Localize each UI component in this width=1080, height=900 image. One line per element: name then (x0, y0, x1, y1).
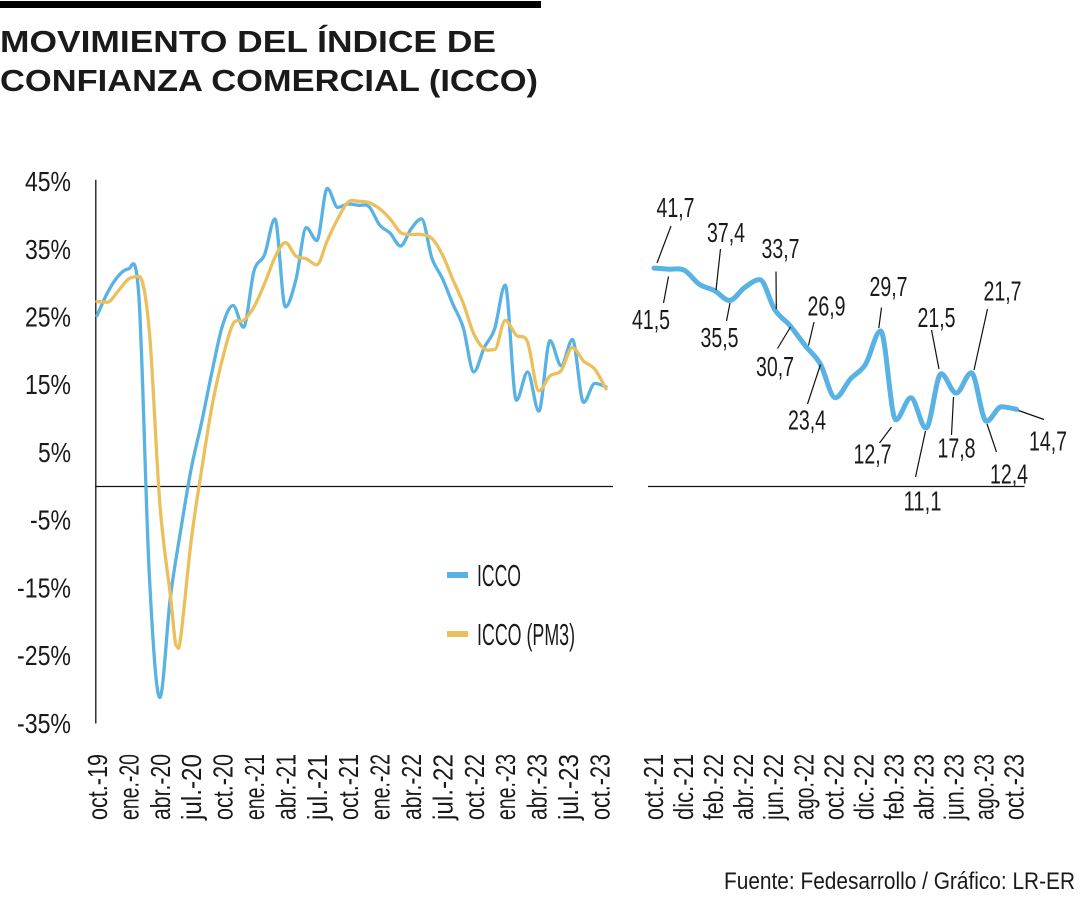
svg-text:ICCO (PM3): ICCO (PM3) (477, 617, 575, 652)
svg-text:ago.-23: ago.-23 (969, 754, 1000, 820)
svg-text:jul.-21: jul.-21 (302, 754, 333, 821)
svg-text:33,7: 33,7 (762, 233, 800, 264)
svg-text:oct.-23: oct.-23 (584, 754, 615, 820)
svg-text:14,7: 14,7 (1029, 426, 1067, 457)
svg-text:26,9: 26,9 (808, 291, 846, 322)
svg-text:5%: 5% (38, 437, 71, 468)
svg-text:abr.-22: abr.-22 (396, 754, 427, 820)
svg-text:ene.-21: ene.-21 (239, 754, 270, 820)
svg-text:abr.-21: abr.-21 (270, 754, 301, 820)
svg-text:CONFIANZA COMERCIAL (ICCO): CONFIANZA COMERCIAL (ICCO) (0, 63, 538, 98)
svg-text:12,7: 12,7 (854, 439, 892, 470)
svg-text:23,4: 23,4 (788, 405, 826, 436)
svg-text:-15%: -15% (17, 572, 71, 603)
svg-text:37,4: 37,4 (707, 217, 745, 248)
svg-text:29,7: 29,7 (870, 271, 908, 302)
svg-text:35%: 35% (25, 234, 71, 265)
svg-text:ago.-22: ago.-22 (788, 754, 819, 820)
svg-text:oct.-20: oct.-20 (208, 754, 239, 820)
svg-text:jun.-22: jun.-22 (758, 754, 789, 821)
svg-text:jul.-22: jul.-22 (427, 754, 458, 821)
svg-text:jun.-23: jun.-23 (939, 754, 970, 821)
svg-text:abr.-23: abr.-23 (909, 754, 940, 820)
svg-text:17,8: 17,8 (938, 433, 976, 464)
svg-text:abr.-20: abr.-20 (145, 754, 176, 820)
svg-text:-25%: -25% (17, 640, 71, 671)
svg-text:-35%: -35% (17, 708, 71, 739)
svg-text:Fuente: Fedesarrollo / Gráfico: Fuente: Fedesarrollo / Gráfico: LR-ER (724, 868, 1075, 895)
svg-text:feb.-23: feb.-23 (879, 754, 910, 820)
svg-text:ene.-23: ene.-23 (490, 754, 521, 820)
svg-text:oct.-22: oct.-22 (818, 754, 849, 820)
svg-text:41,5: 41,5 (632, 304, 670, 335)
svg-text:ICCO: ICCO (477, 558, 521, 593)
svg-text:abr.-23: abr.-23 (522, 754, 553, 820)
svg-text:45%: 45% (25, 166, 71, 197)
svg-text:30,7: 30,7 (756, 351, 794, 382)
svg-text:MOVIMIENTO DEL ÍNDICE DE: MOVIMIENTO DEL ÍNDICE DE (0, 24, 496, 59)
svg-text:oct.-21: oct.-21 (638, 754, 669, 820)
svg-text:ene.-22: ene.-22 (365, 754, 396, 820)
svg-text:21,5: 21,5 (918, 302, 956, 333)
svg-text:jul.-20: jul.-20 (176, 754, 207, 821)
svg-text:oct.-21: oct.-21 (333, 754, 364, 820)
svg-text:21,7: 21,7 (984, 276, 1022, 307)
svg-text:-5%: -5% (30, 505, 71, 536)
svg-text:oct.-23: oct.-23 (999, 754, 1030, 820)
svg-text:jul.-23: jul.-23 (553, 754, 584, 821)
svg-text:35,5: 35,5 (701, 322, 739, 353)
svg-text:dic.-21: dic.-21 (668, 754, 699, 820)
svg-text:12,4: 12,4 (990, 459, 1028, 490)
svg-text:abr.-22: abr.-22 (728, 754, 759, 820)
svg-text:oct.-19: oct.-19 (82, 754, 113, 820)
svg-text:ene.-20: ene.-20 (113, 754, 144, 820)
svg-text:25%: 25% (25, 302, 71, 333)
svg-text:11,1: 11,1 (904, 486, 942, 517)
svg-text:41,7: 41,7 (657, 192, 695, 223)
svg-text:feb.-22: feb.-22 (698, 754, 729, 820)
svg-text:15%: 15% (25, 369, 71, 400)
svg-text:oct.-22: oct.-22 (459, 754, 490, 820)
svg-text:dic.-22: dic.-22 (848, 754, 879, 820)
